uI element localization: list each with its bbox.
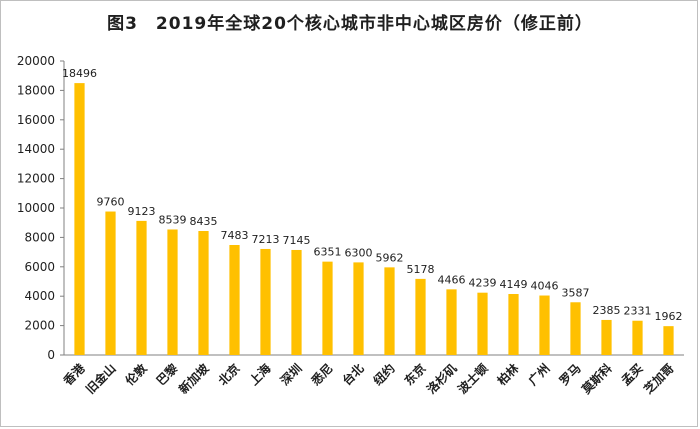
bar xyxy=(477,292,488,355)
bar xyxy=(539,295,550,355)
bar xyxy=(167,229,178,355)
y-tick-label: 12000 xyxy=(17,172,55,186)
data-label: 6300 xyxy=(345,246,373,259)
bar xyxy=(74,83,85,356)
category-label: 悉尼 xyxy=(307,361,335,389)
bar xyxy=(663,326,674,355)
data-label: 7145 xyxy=(283,234,311,247)
category-label: 柏林 xyxy=(494,361,522,389)
y-tick-label: 8000 xyxy=(24,230,55,244)
y-tick-label: 6000 xyxy=(24,260,55,274)
data-label: 8435 xyxy=(190,215,218,228)
data-label: 9760 xyxy=(97,196,125,209)
category-label: 新加坡 xyxy=(176,360,213,397)
category-label: 旧金山 xyxy=(83,361,119,397)
category-label: 东京 xyxy=(401,361,429,389)
bar xyxy=(229,244,240,355)
bar xyxy=(136,220,147,355)
y-tick-label: 4000 xyxy=(24,289,55,303)
data-label: 4149 xyxy=(500,278,528,291)
data-label: 5962 xyxy=(376,251,404,264)
bar xyxy=(570,302,581,355)
bar xyxy=(601,319,612,355)
category-label: 孟买 xyxy=(618,361,646,389)
y-tick-label: 14000 xyxy=(17,142,55,156)
category-label: 广州 xyxy=(525,361,553,389)
data-label: 4046 xyxy=(531,280,559,293)
data-label: 6351 xyxy=(314,246,342,259)
data-label: 2331 xyxy=(624,305,652,318)
bar xyxy=(291,249,302,355)
bar xyxy=(384,267,395,355)
data-label: 9123 xyxy=(128,205,156,218)
category-label: 罗马 xyxy=(556,361,584,389)
data-label: 2385 xyxy=(593,304,621,317)
category-label: 伦敦 xyxy=(122,360,150,388)
category-label: 波士顿 xyxy=(455,361,491,397)
data-label: 8539 xyxy=(159,213,187,226)
chart-title: 图3 2019年全球20个核心城市非中心城区房价（修正前） xyxy=(107,14,593,34)
category-label: 纽约 xyxy=(370,361,398,389)
bar xyxy=(446,289,457,355)
data-label: 5178 xyxy=(407,263,435,276)
bars xyxy=(74,83,674,356)
data-label: 3587 xyxy=(562,286,590,299)
data-label: 7213 xyxy=(252,233,280,246)
category-label: 台北 xyxy=(339,361,367,389)
bar xyxy=(508,294,519,355)
bar xyxy=(260,248,271,355)
category-label: 上海 xyxy=(246,361,274,389)
y-tick-label: 2000 xyxy=(24,319,55,333)
data-label: 18496 xyxy=(62,67,97,80)
data-label: 4466 xyxy=(438,273,466,286)
category-label: 深圳 xyxy=(277,361,305,389)
data-label: 1962 xyxy=(655,310,683,323)
y-tick-label: 18000 xyxy=(17,83,55,97)
data-label: 7483 xyxy=(221,229,249,242)
category-label: 香港 xyxy=(59,360,88,389)
y-tick-label: 16000 xyxy=(17,113,55,127)
bar xyxy=(198,231,209,355)
category-label: 莫斯科 xyxy=(579,361,615,397)
category-label: 洛杉矶 xyxy=(424,361,460,397)
y-tick-label: 0 xyxy=(47,348,55,362)
category-label: 巴黎 xyxy=(153,361,181,389)
y-tick-label: 10000 xyxy=(17,201,55,215)
bar xyxy=(632,320,643,355)
bar xyxy=(322,261,333,355)
bar xyxy=(105,211,116,355)
category-label: 北京 xyxy=(215,361,243,389)
category-label: 芝加哥 xyxy=(641,361,677,397)
y-axis: 0 2000 4000 6000 8000 10000 12000 14000 16000 180… xyxy=(17,54,684,362)
bar xyxy=(415,278,426,355)
y-tick-label: 20000 xyxy=(17,54,55,68)
data-label: 4239 xyxy=(469,277,497,290)
bar xyxy=(353,262,364,355)
